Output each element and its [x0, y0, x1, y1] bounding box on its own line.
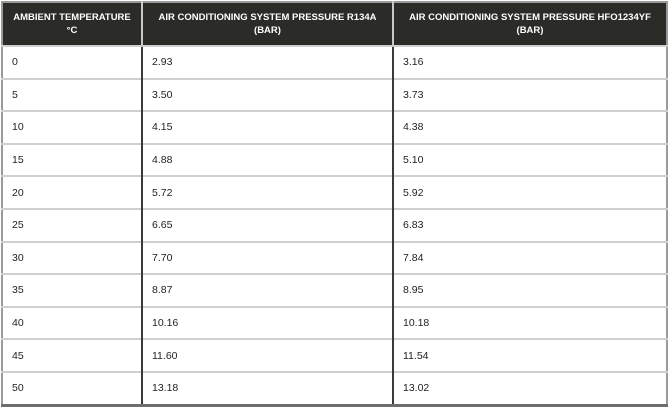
hfo1234yf-pressure-cell: 8.95	[393, 273, 667, 307]
r134a-pressure-cell: 5.72	[142, 175, 394, 209]
r134a-pressure-cell: 13.18	[142, 370, 394, 406]
table-row: 35 8.87 8.95	[2, 273, 667, 307]
temperature-cell: 30	[2, 240, 143, 275]
r134a-pressure-cell: 4.15	[142, 110, 394, 144]
table-row: 15 4.88 5.10	[2, 142, 667, 177]
temperature-cell: 20	[2, 175, 143, 209]
hfo1234yf-pressure-cell: 5.92	[393, 175, 667, 209]
r134a-pressure-cell: 6.65	[142, 207, 394, 242]
table-row: 40 10.16 10.18	[2, 305, 667, 340]
hfo1234yf-pressure-cell: 6.83	[393, 207, 667, 242]
header-row: AMBIENT TEMPERATURE °C AIR CONDITIONING …	[2, 2, 667, 46]
temperature-cell: 25	[2, 207, 143, 242]
table-row: 0 2.93 3.16	[2, 45, 667, 79]
r134a-pressure-cell: 8.87	[142, 273, 394, 307]
table-row: 5 3.50 3.73	[2, 77, 667, 112]
r134a-pressure-cell: 10.16	[142, 305, 394, 340]
hfo1234yf-pressure-cell: 7.84	[393, 240, 667, 275]
temperature-cell: 50	[2, 370, 143, 406]
temperature-cell: 45	[2, 338, 143, 372]
table-row: 25 6.65 6.83	[2, 207, 667, 242]
r134a-pressure-cell: 11.60	[142, 338, 394, 372]
temperature-cell: 35	[2, 273, 143, 307]
table-row: 20 5.72 5.92	[2, 175, 667, 209]
r134a-pressure-cell: 2.93	[142, 45, 394, 79]
temperature-cell: 5	[2, 77, 143, 112]
table-row: 45 11.60 11.54	[2, 338, 667, 372]
hfo1234yf-pressure-cell: 5.10	[393, 142, 667, 177]
header-pressure-hfo1234yf: AIR CONDITIONING SYSTEM PRESSURE HFO1234…	[393, 2, 667, 46]
table-row: 50 13.18 13.02	[2, 370, 667, 406]
header-pressure-r134a: AIR CONDITIONING SYSTEM PRESSURE R134A (…	[142, 2, 394, 46]
hfo1234yf-pressure-cell: 13.02	[393, 370, 667, 406]
hfo1234yf-pressure-cell: 11.54	[393, 338, 667, 372]
temperature-cell: 0	[2, 45, 143, 79]
temperature-cell: 10	[2, 110, 143, 144]
temperature-cell: 15	[2, 142, 143, 177]
header-ambient-temperature: AMBIENT TEMPERATURE °C	[2, 2, 143, 46]
table-row: 10 4.15 4.38	[2, 110, 667, 144]
hfo1234yf-pressure-cell: 4.38	[393, 110, 667, 144]
r134a-pressure-cell: 3.50	[142, 77, 394, 112]
table-row: 30 7.70 7.84	[2, 240, 667, 275]
hfo1234yf-pressure-cell: 3.16	[393, 45, 667, 79]
hfo1234yf-pressure-cell: 3.73	[393, 77, 667, 112]
r134a-pressure-cell: 7.70	[142, 240, 394, 275]
r134a-pressure-cell: 4.88	[142, 142, 394, 177]
temperature-cell: 40	[2, 305, 143, 340]
hfo1234yf-pressure-cell: 10.18	[393, 305, 667, 340]
